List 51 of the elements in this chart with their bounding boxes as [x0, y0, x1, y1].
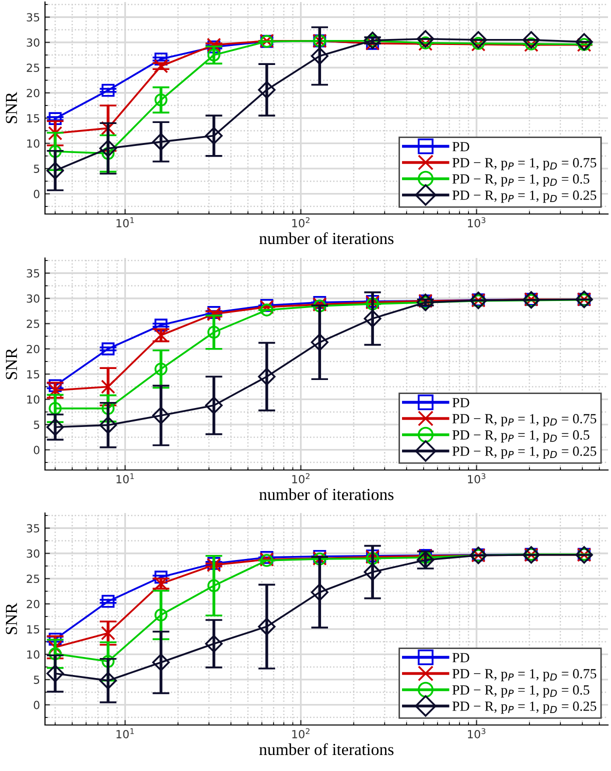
x-tick-label: 10$^{2}$ [292, 473, 310, 484]
y-tick-label: 15 [27, 370, 40, 378]
y-tick-label: 25 [26, 320, 40, 328]
y-axis-title: SNR [6, 92, 18, 124]
y-tick-label: 10 [27, 139, 40, 148]
y-tick-label: 35 [26, 13, 40, 22]
legend-label: PD − R, p$_{P}$ = 1, p$_{D}$ = 0.25 [452, 446, 596, 459]
y-tick-label: 30 [26, 549, 40, 558]
y-tick-label: 0 [34, 190, 40, 198]
y-tick-label: 0 [34, 446, 40, 454]
y-tick-label: 35 [26, 269, 40, 278]
x-tick-label: 10$^{3}$ [468, 217, 486, 228]
y-tick-label: 20 [26, 88, 40, 98]
legend-label: PD − R, p$_{P}$ = 1, p$_{D}$ = 0.5 [452, 685, 590, 698]
x-axis-title: number of iterations [259, 232, 394, 244]
legend-label: PD − R, p$_{P}$ = 1, p$_{D}$ = 0.75 [452, 414, 596, 426]
legend-label: PD − R, p$_{P}$ = 1, p$_{D}$ = 0.5 [452, 174, 590, 186]
y-tick-label: 10 [27, 650, 40, 659]
legend-label: PD − R, p$_{P}$ = 1, p$_{D}$ = 0.25 [452, 190, 596, 203]
y-tick-label: 15 [27, 114, 40, 122]
y-tick-label: 5 [34, 676, 40, 684]
x-tick-label: 10$^{3}$ [468, 473, 486, 484]
y-tick-label: 30 [26, 38, 40, 47]
x-tick-label: 10$^{3}$ [468, 728, 486, 738]
legend-label: PD − R, p$_{P}$ = 1, p$_{D}$ = 0.5 [452, 430, 590, 442]
x-tick-label: 10$^{2}$ [292, 728, 310, 738]
x-tick-label: 10$^{1}$ [116, 473, 134, 484]
legend-label: PD − R, p$_{P}$ = 1, p$_{D}$ = 0.25 [452, 702, 596, 714]
y-tick-label: 0 [34, 700, 40, 710]
y-tick-label: 30 [26, 294, 40, 303]
y-tick-label: 20 [26, 344, 40, 354]
y-tick-label: 35 [26, 524, 40, 533]
y-axis-title: SNR [6, 602, 18, 634]
x-tick-label: 10$^{2}$ [292, 217, 310, 228]
y-tick-label: 15 [27, 625, 40, 634]
legend-label: PD [452, 398, 470, 408]
x-tick-label: 10$^{1}$ [116, 728, 134, 738]
y-tick-label: 5 [34, 420, 40, 429]
legend-label: PD [452, 653, 470, 662]
y-axis-title: SNR [6, 348, 18, 380]
x-axis-title: number of iterations [259, 743, 394, 756]
legend-label: PD [452, 142, 470, 152]
legend-label: PD − R, p$_{P}$ = 1, p$_{D}$ = 0.75 [452, 158, 596, 170]
legend-label: PD − R, p$_{P}$ = 1, p$_{D}$ = 0.75 [452, 669, 596, 682]
y-tick-label: 10 [27, 395, 40, 404]
x-tick-label: 10$^{1}$ [116, 217, 134, 228]
y-tick-label: 25 [26, 64, 40, 72]
y-tick-label: 20 [26, 600, 40, 608]
y-tick-label: 25 [26, 574, 40, 583]
x-axis-title: number of iterations [259, 488, 394, 500]
y-tick-label: 5 [34, 164, 40, 173]
